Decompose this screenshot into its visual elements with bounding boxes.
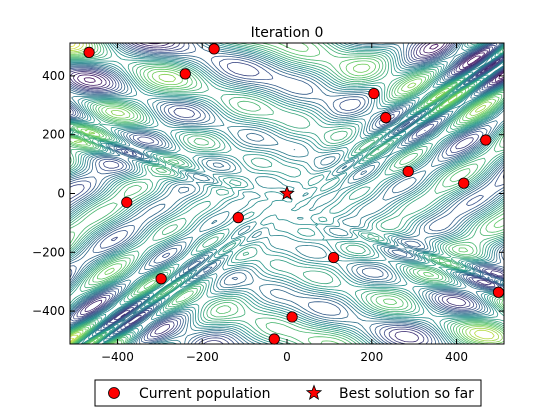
contour-line	[70, 43, 76, 48]
population-point	[286, 311, 298, 323]
contour-line	[73, 43, 504, 318]
legend-marker-star	[305, 384, 323, 400]
plot-frame	[69, 42, 505, 345]
x-tick-label: 400	[445, 350, 468, 364]
contour-line	[70, 43, 504, 343]
contour-line	[70, 43, 504, 344]
contour-line	[70, 43, 504, 344]
population-point	[402, 165, 414, 178]
y-tick-label: 0	[57, 187, 65, 201]
contour-line	[70, 43, 495, 344]
legend-label-best: Best solution so far	[339, 386, 474, 402]
x-axis: −400 −200 0 200 400	[101, 43, 468, 364]
contour-line	[70, 43, 504, 344]
contour-line	[70, 43, 504, 344]
population-point	[208, 43, 220, 55]
population-point	[458, 177, 470, 189]
contour-background	[70, 43, 504, 344]
population-point	[232, 212, 244, 224]
contour-line	[70, 43, 503, 344]
contour-line	[70, 43, 504, 344]
contour-line	[70, 43, 500, 344]
best-solution-star	[279, 185, 295, 201]
y-tick-label: 400	[42, 69, 65, 83]
population-point	[380, 112, 392, 124]
legend-label-population: Current population	[139, 386, 271, 402]
contour-line	[70, 43, 504, 344]
population-point	[328, 251, 340, 264]
population-point	[480, 134, 492, 146]
x-tick-label: 0	[283, 350, 291, 364]
population-point	[83, 46, 95, 59]
contour-line	[70, 43, 504, 344]
x-tick-label: −200	[186, 350, 219, 364]
contour-line	[70, 43, 504, 344]
y-tick-label: −400	[32, 304, 65, 318]
legend: Current population Best solution so far	[94, 379, 482, 407]
contour-line	[70, 43, 504, 344]
contour-line	[70, 43, 504, 344]
y-axis: 400 200 0 −200 −400	[32, 69, 504, 318]
population-point	[179, 68, 191, 80]
contour-line	[77, 43, 504, 86]
y-tick-label: −200	[32, 245, 65, 259]
chart-title: Iteration 0	[251, 25, 324, 41]
contour-line	[70, 43, 81, 343]
population-point	[368, 87, 380, 100]
x-tick-label: −400	[101, 350, 134, 364]
population-point	[121, 196, 133, 208]
population-point	[492, 286, 505, 298]
contour-line	[70, 43, 504, 344]
contour-line	[83, 43, 504, 83]
data-points	[83, 43, 505, 345]
legend-box	[94, 379, 482, 407]
y-tick-label: 200	[42, 128, 65, 142]
legend-marker-circle	[108, 387, 120, 399]
contour-line	[70, 43, 504, 344]
population-point	[268, 333, 280, 345]
population-point	[155, 273, 167, 285]
x-tick-label: 200	[360, 350, 383, 364]
